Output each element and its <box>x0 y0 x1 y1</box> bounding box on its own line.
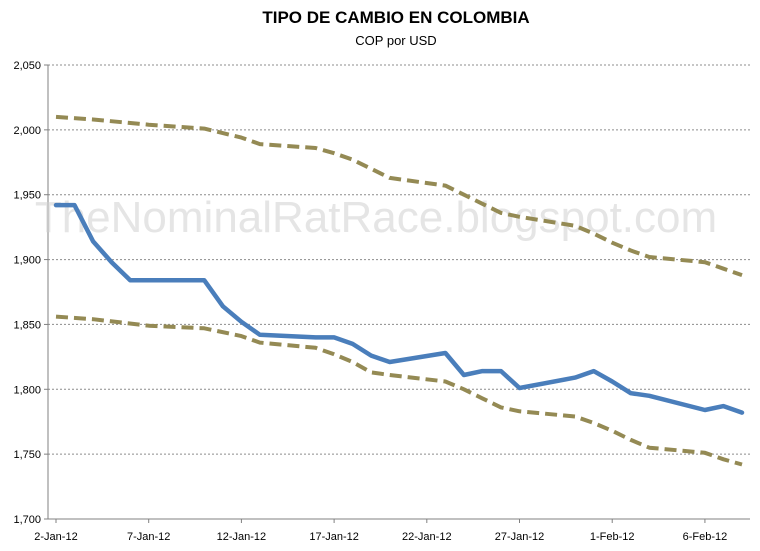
y-axis: 1,700 1,750 1,800 1,850 1,900 1,950 2,000 2,050 <box>13 60 49 526</box>
y-tick-label: 1,850 <box>13 319 41 331</box>
x-tick-label: 22-Jan-12 <box>402 531 452 543</box>
y-tick-label: 2,000 <box>13 125 41 137</box>
y-tick-label: 1,900 <box>13 255 41 267</box>
watermark: TheNominalRatRace.blogspot.com <box>35 193 717 242</box>
chart-subtitle: COP por USD <box>355 33 436 48</box>
x-tick-label: 2-Jan-12 <box>34 531 77 543</box>
series-group <box>53 114 745 467</box>
series-line-lower <box>55 314 743 467</box>
series-line-main <box>53 202 745 415</box>
chart-title: TIPO DE CAMBIO EN COLOMBIA <box>262 8 529 27</box>
x-tick-label: 27-Jan-12 <box>495 531 545 543</box>
y-tick-label: 1,950 <box>13 190 41 202</box>
x-axis: 2-Jan-12 7-Jan-12 12-Jan-12 17-Jan-12 22-Jan… <box>34 518 750 543</box>
grid <box>48 64 750 455</box>
y-tick-label: 1,750 <box>13 449 41 461</box>
x-tick-label: 12-Jan-12 <box>217 531 267 543</box>
y-tick-label: 1,800 <box>13 384 41 396</box>
x-tick-label: 1-Feb-12 <box>590 531 635 543</box>
y-tick-label: 2,050 <box>13 60 41 72</box>
y-tick-label: 1,700 <box>13 514 41 526</box>
series-line-upper <box>55 114 743 277</box>
x-tick-label: 7-Jan-12 <box>127 531 170 543</box>
x-tick-label: 6-Feb-12 <box>683 531 728 543</box>
x-tick-label: 17-Jan-12 <box>309 531 359 543</box>
